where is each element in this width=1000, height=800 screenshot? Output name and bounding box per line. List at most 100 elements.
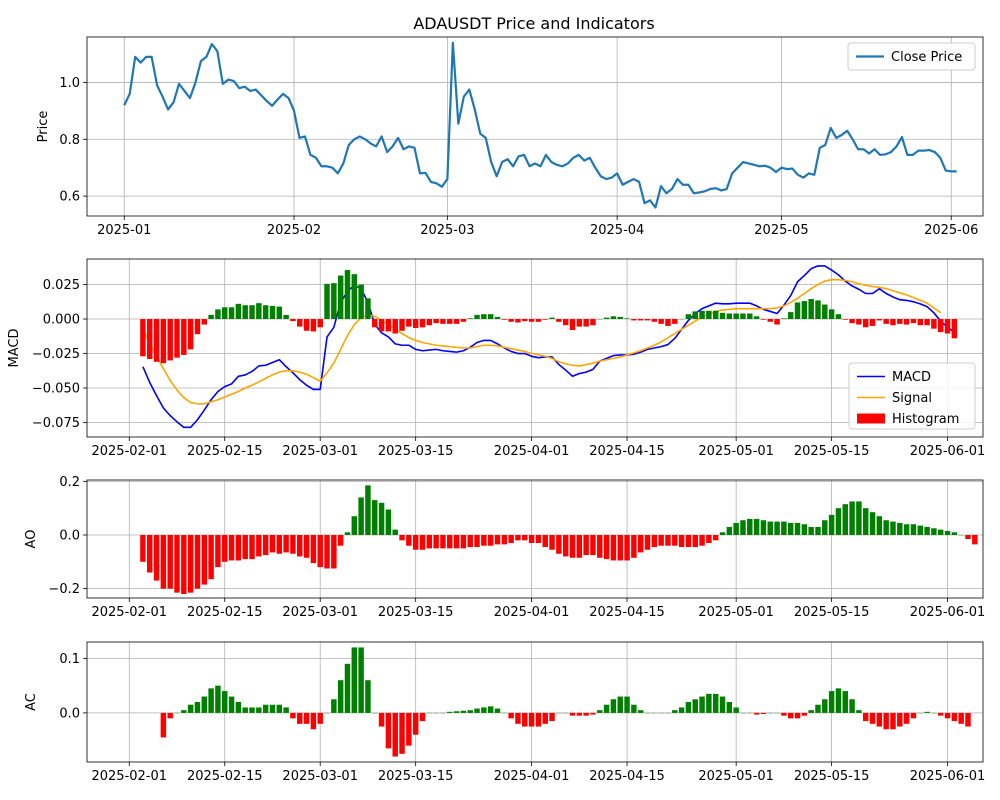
macd-bar xyxy=(324,283,330,320)
macd-bar xyxy=(842,319,848,320)
macd-bar xyxy=(944,319,951,334)
macd-xtick-label: 2025-04-01 xyxy=(494,444,570,459)
macd-bar xyxy=(337,275,344,320)
macd-bar xyxy=(781,318,787,320)
ac-xtick-label: 2025-05-01 xyxy=(698,769,774,784)
ac-bar xyxy=(358,647,364,713)
ao-bar xyxy=(753,518,760,535)
ao-bar xyxy=(699,534,705,546)
ac-bar xyxy=(297,712,303,724)
ac-bar xyxy=(160,712,167,738)
price-ytick-label: 1.0 xyxy=(59,76,80,91)
macd-bar xyxy=(249,305,255,320)
ao-bar xyxy=(808,526,814,535)
ac-bar xyxy=(187,704,194,713)
macd-bar xyxy=(815,300,821,320)
ac-bar xyxy=(794,712,801,719)
macd-bar xyxy=(508,319,514,322)
ao-bar xyxy=(508,534,514,544)
ao-bar xyxy=(767,521,773,535)
macd-bar xyxy=(658,319,664,324)
ao-bar xyxy=(147,534,153,573)
ao-bar xyxy=(406,534,412,546)
ac-bar xyxy=(862,712,869,722)
ac-bar xyxy=(822,699,828,713)
macd-bar xyxy=(331,283,337,320)
macd-xtick-label: 2025-05-01 xyxy=(698,444,774,459)
macd-bar xyxy=(358,284,364,320)
ac-bar xyxy=(235,702,242,713)
ac-bar xyxy=(303,712,310,724)
ao-bar xyxy=(269,534,276,553)
ac-bar xyxy=(208,688,214,713)
macd-bar xyxy=(699,310,705,320)
macd-bar xyxy=(883,319,889,324)
macd-bar xyxy=(187,319,194,350)
macd-bar xyxy=(269,305,276,320)
ao-bar xyxy=(862,508,869,535)
macd-bar xyxy=(938,319,944,333)
ao-bar xyxy=(160,534,167,589)
price-panel: 2025-01 2025-02 2025-03 2025-04 2025-05 2025-… xyxy=(36,36,984,238)
ac-xtick-label: 2025-06-01 xyxy=(910,769,986,784)
ac-bar xyxy=(467,710,473,713)
ao-bar xyxy=(317,534,323,568)
ac-bar xyxy=(528,712,535,727)
macd-bar xyxy=(147,319,153,360)
macd-xtick-label: 2025-03-15 xyxy=(378,444,454,459)
ac-bar xyxy=(856,710,862,713)
ao-bar xyxy=(562,534,569,557)
ao-bar xyxy=(583,534,589,556)
ao-bar xyxy=(467,534,473,548)
ao-bar xyxy=(222,534,228,562)
price-axes-frame xyxy=(86,36,984,217)
ac-bar xyxy=(535,712,542,727)
ac-bar xyxy=(385,712,392,749)
ao-bar xyxy=(624,534,630,561)
ac-bar xyxy=(378,712,385,727)
price-xtick-label: 2025-02 xyxy=(267,223,321,238)
ac-bar xyxy=(726,702,733,713)
macd-bar xyxy=(208,314,214,320)
ac-bar xyxy=(262,704,269,713)
macd-bar xyxy=(351,274,358,320)
ao-bar xyxy=(876,516,883,535)
ao-bar xyxy=(208,534,214,580)
macd-bar xyxy=(242,305,248,320)
ac-bar xyxy=(549,712,555,722)
macd-bar xyxy=(378,319,385,332)
macd-bar xyxy=(481,314,487,320)
ao-bar xyxy=(556,534,562,554)
ao-panel: 2025-02-01 2025-02-15 2025-03-01 2025-03-15… xyxy=(24,475,985,620)
ac-bar xyxy=(419,712,426,722)
ac-bar xyxy=(283,707,289,713)
macd-ytick-label: −0.075 xyxy=(32,416,80,431)
macd-bar xyxy=(617,316,623,320)
ac-bar xyxy=(876,712,883,727)
macd-ytick-label: −0.025 xyxy=(32,347,80,362)
macd-bar xyxy=(262,305,269,320)
ac-axes-frame xyxy=(86,641,984,763)
ao-bar xyxy=(487,534,494,546)
macd-xtick-label: 2025-05-15 xyxy=(794,444,870,459)
ao-bar xyxy=(187,534,194,593)
macd-bar xyxy=(637,319,644,321)
macd-bar xyxy=(910,319,917,324)
ac-bar xyxy=(215,685,221,713)
macd-legend-label: Signal xyxy=(892,391,932,406)
ao-bar xyxy=(426,534,433,549)
macd-bar xyxy=(256,303,262,320)
ao-bar xyxy=(931,528,937,535)
ao-bar xyxy=(474,534,480,548)
ao-bar xyxy=(372,500,378,535)
macd-legend-label: Histogram xyxy=(892,412,959,427)
macd-bar xyxy=(535,319,542,322)
ac-bar xyxy=(194,702,201,713)
macd-bar xyxy=(672,319,678,324)
ao-bar xyxy=(869,512,876,535)
ac-bar xyxy=(733,707,739,713)
ac-bar xyxy=(951,712,958,722)
macd-bar xyxy=(447,319,453,324)
ac-bar xyxy=(310,712,317,730)
